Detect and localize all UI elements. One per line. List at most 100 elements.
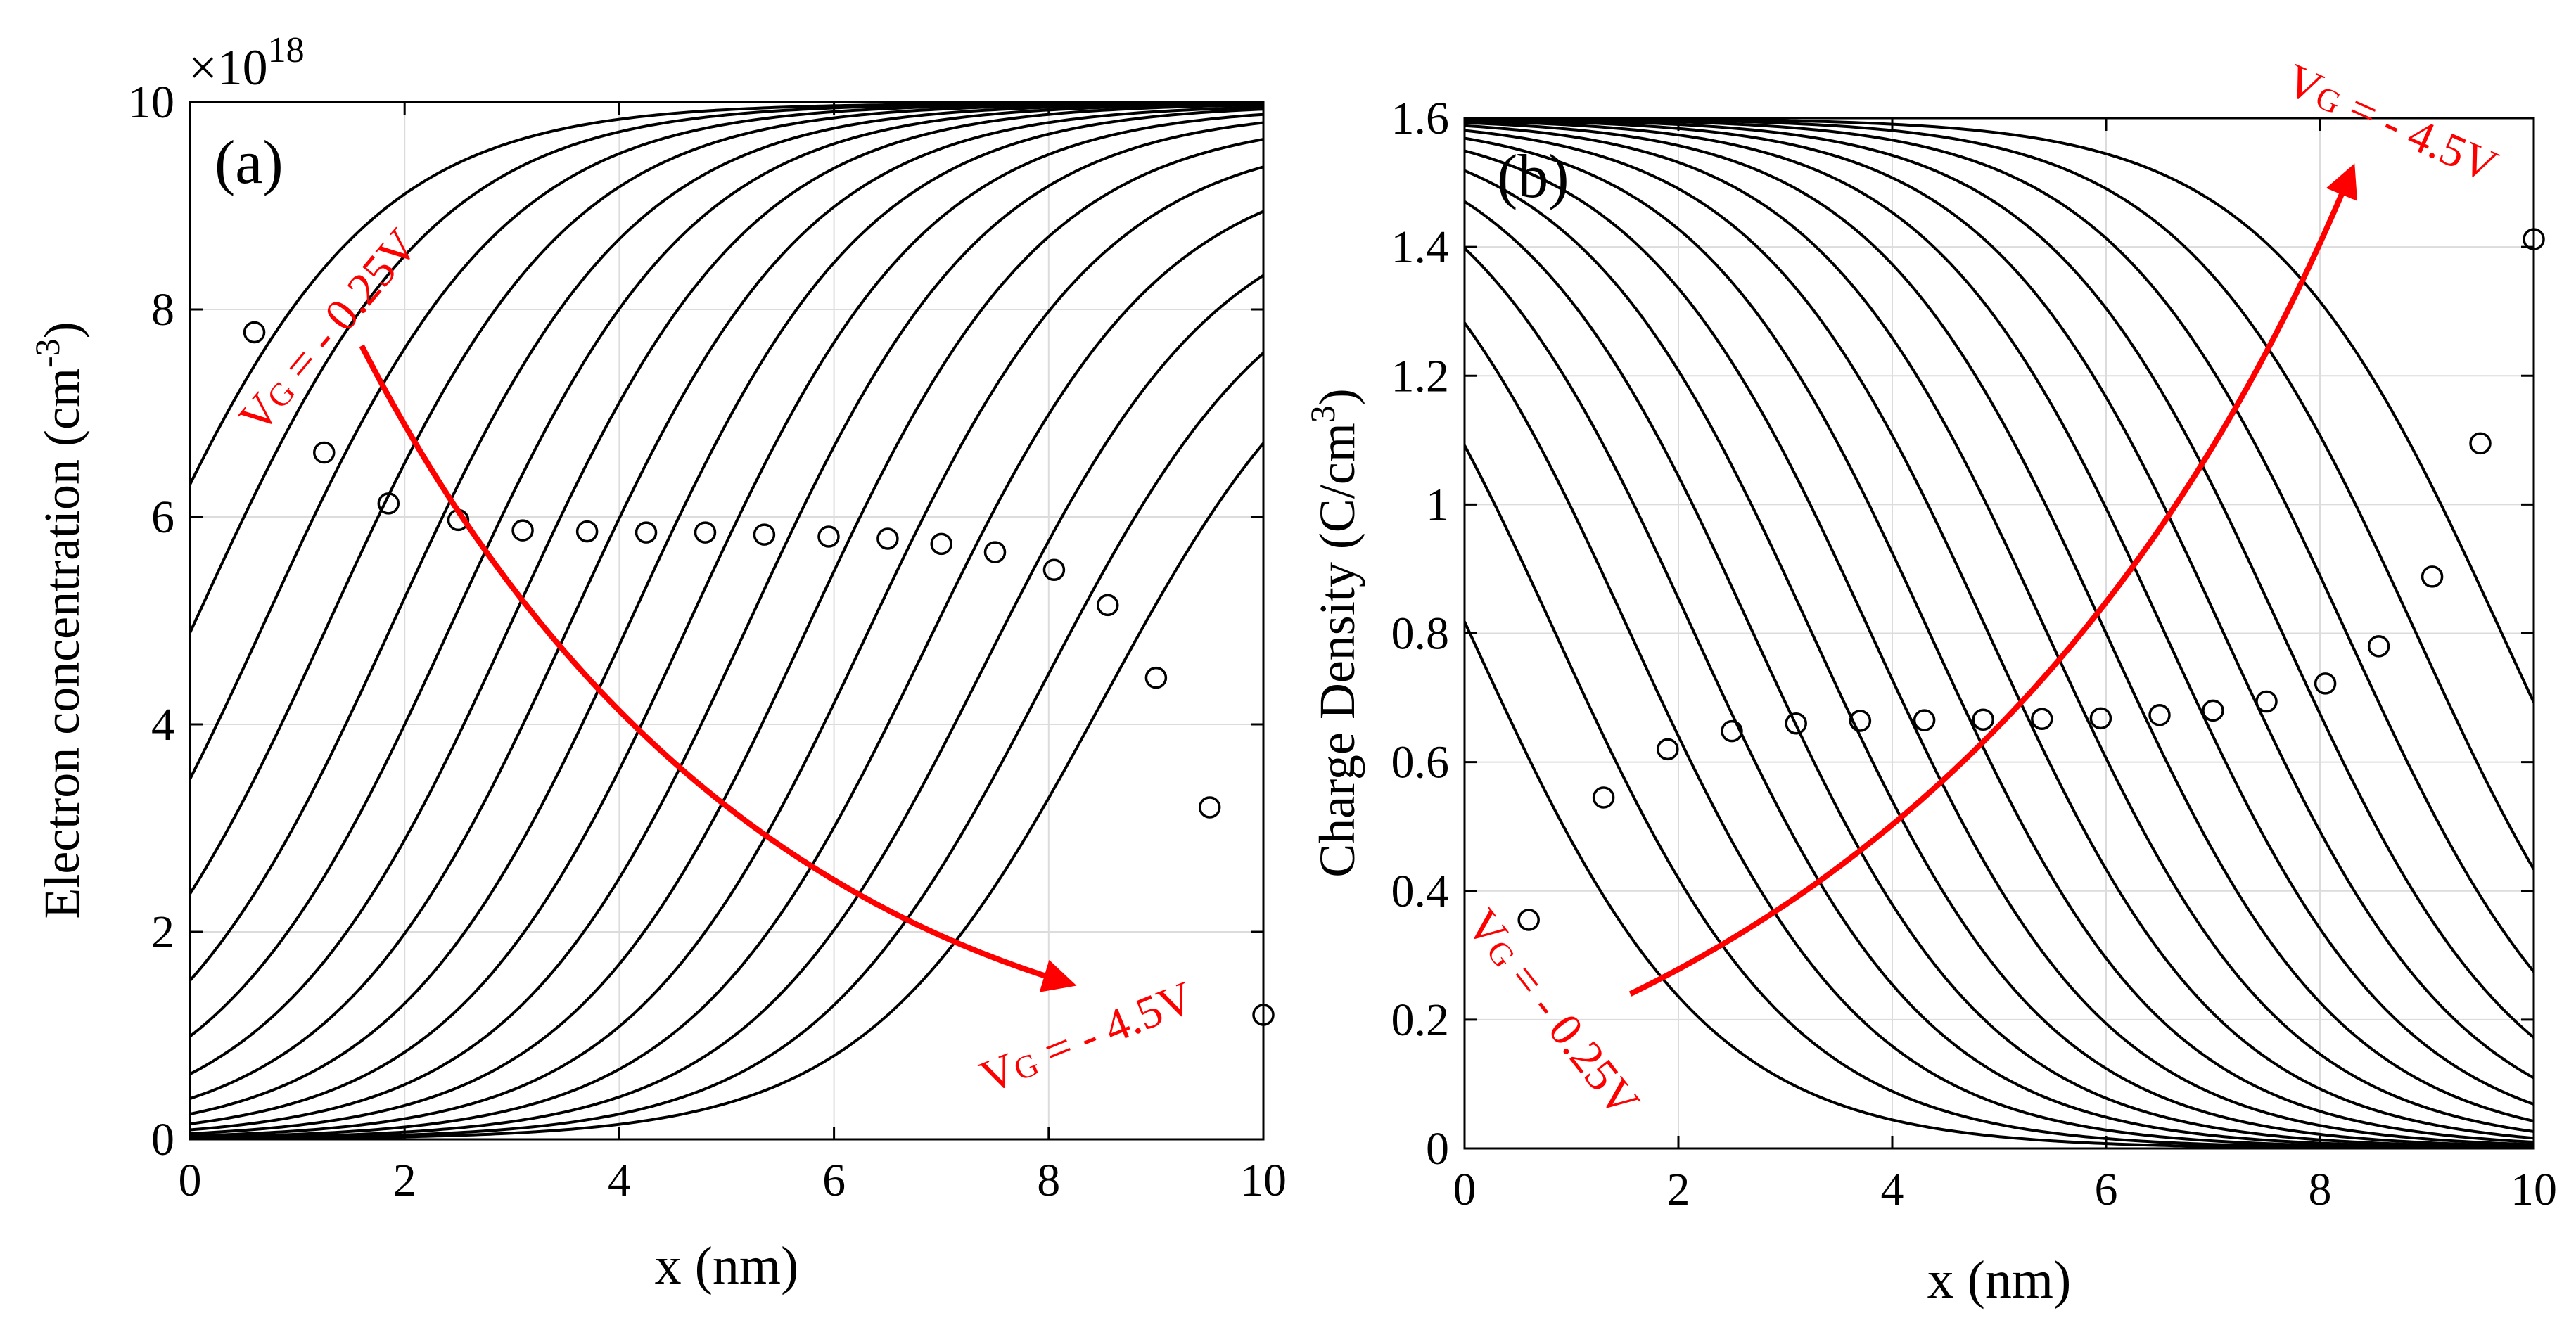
data-point-marker xyxy=(1913,709,1936,731)
y-tick-label: 0 xyxy=(1426,1123,1449,1174)
series-line-13 xyxy=(190,165,1263,1138)
series-line-14 xyxy=(190,210,1263,1139)
panel-b-arrow xyxy=(1628,163,2358,997)
series-line-2 xyxy=(1465,444,2534,1148)
panel-b-curves xyxy=(1465,118,2534,1148)
y-tick-label: 0.4 xyxy=(1391,866,1450,917)
data-point-marker xyxy=(1849,710,1872,732)
y-tick-label: 8 xyxy=(151,284,174,335)
series-line-6 xyxy=(190,103,1263,1038)
series-line-2 xyxy=(190,102,1263,634)
panel-b-ticks: 0 2 4 6 8 10 0 0.2 0.4 0.6 0.8 1 1.2 1.4 1.6 xyxy=(1391,93,2558,1215)
series-line-9 xyxy=(190,108,1263,1116)
series-line-3 xyxy=(190,102,1263,780)
data-point-marker xyxy=(511,519,534,542)
series-line-7 xyxy=(1465,149,2534,1146)
series-line-16 xyxy=(1465,118,2534,871)
y-tick-label: 0.8 xyxy=(1391,608,1450,660)
data-point-marker xyxy=(876,527,899,550)
data-point-marker xyxy=(2255,690,2278,713)
data-point-marker xyxy=(2421,565,2444,588)
data-point-marker xyxy=(1657,738,1679,761)
data-point-marker xyxy=(1785,712,1807,735)
trend-arrow xyxy=(359,344,1077,992)
panel-a-arrow xyxy=(359,344,1077,992)
data-point-marker xyxy=(377,492,400,515)
series-line-8 xyxy=(190,105,1263,1100)
panel-a-curves xyxy=(190,102,1263,1139)
x-tick-label: 0 xyxy=(1453,1164,1477,1215)
data-point-marker xyxy=(575,520,599,543)
series-line-10 xyxy=(1465,124,2534,1133)
panel-a-ylabel: Electron concentration (cm-3) xyxy=(27,321,90,918)
data-point-marker xyxy=(1517,909,1540,931)
panel-a-xlabel: x (nm) xyxy=(655,1236,799,1295)
data-point-marker xyxy=(983,541,1007,563)
data-point-marker xyxy=(243,321,266,344)
y-tick-label: 0.6 xyxy=(1391,737,1450,788)
data-point-marker xyxy=(817,525,840,548)
data-point-marker xyxy=(1042,558,1066,581)
data-point-marker xyxy=(1972,708,1994,731)
y-tick-label: 6 xyxy=(151,492,174,543)
series-line-11 xyxy=(1465,121,2534,1122)
series-line-10 xyxy=(190,113,1263,1125)
panel-a-label: (a) xyxy=(215,129,283,197)
series-line-7 xyxy=(190,103,1263,1075)
x-tick-label: 2 xyxy=(393,1155,416,1206)
data-point-marker xyxy=(2367,635,2390,658)
x-tick-label: 10 xyxy=(1240,1155,1287,1206)
y-tick-label: 1 xyxy=(1426,479,1449,530)
y-tick-label: 2 xyxy=(151,907,174,958)
series-line-12 xyxy=(190,138,1263,1135)
x-tick-label: 2 xyxy=(1667,1164,1690,1215)
y-tick-label: 0.2 xyxy=(1391,994,1450,1046)
series-line-9 xyxy=(1465,129,2534,1140)
x-tick-label: 4 xyxy=(608,1155,631,1206)
data-point-marker xyxy=(635,521,658,544)
data-point-marker xyxy=(1721,719,1743,743)
series-line-4 xyxy=(190,102,1263,895)
panel-a-annotation-vg-45: VG = - 4.5V xyxy=(973,971,1201,1103)
y-tick-label: 4 xyxy=(151,699,174,750)
panel-b-grid xyxy=(1464,117,2534,1149)
panel-b-annotation-vg-025: VG = - 0.25V xyxy=(1456,900,1650,1127)
series-line-5 xyxy=(1465,200,2534,1148)
x-tick-label: 8 xyxy=(2309,1164,2332,1215)
data-point-marker xyxy=(2148,704,2171,726)
x-tick-label: 0 xyxy=(179,1155,202,1206)
panel-a-ticks: 0 2 4 6 8 10 0 2 4 6 8 10 xyxy=(128,77,1287,1206)
panel-a-exponent: ×1018 xyxy=(189,30,305,96)
panel-a: 0 2 4 6 8 10 0 2 4 6 8 10 (a) ×1018 x (nm) Electron… xyxy=(27,30,1287,1295)
series-line-5 xyxy=(190,102,1263,982)
data-point-marker xyxy=(313,441,336,464)
data-point-marker xyxy=(2202,699,2224,722)
panel-b: 0 2 4 6 8 10 0 0.2 0.4 0.6 0.8 1 1.2 1.4 1.6 (b) x (nm… xyxy=(1303,54,2557,1310)
trend-arrow xyxy=(1628,163,2358,997)
x-tick-label: 6 xyxy=(822,1155,846,1206)
panel-b-xlabel: x (nm) xyxy=(1927,1250,2072,1310)
data-point-marker xyxy=(2031,708,2053,731)
y-tick-label: 1.4 xyxy=(1391,222,1450,273)
series-line-12 xyxy=(1465,120,2534,1106)
data-point-marker xyxy=(1096,594,1119,617)
series-line-8 xyxy=(1465,136,2534,1144)
data-point-marker xyxy=(1198,796,1221,819)
series-line-4 xyxy=(1465,247,2534,1148)
x-tick-label: 4 xyxy=(1881,1164,1904,1215)
series-line-6 xyxy=(1465,169,2534,1148)
panel-b-label: (b) xyxy=(1497,143,1569,211)
panel-a-axes-box xyxy=(189,101,1265,1141)
series-line-17 xyxy=(190,442,1263,1139)
data-point-marker xyxy=(1592,786,1615,809)
data-point-marker xyxy=(1144,666,1168,689)
data-point-marker xyxy=(2469,432,2492,455)
series-line-13 xyxy=(1465,118,2534,1080)
data-point-marker xyxy=(930,532,952,556)
data-point-marker xyxy=(694,521,717,544)
x-tick-label: 8 xyxy=(1037,1155,1060,1206)
x-tick-label: 10 xyxy=(2511,1164,2557,1215)
data-point-marker xyxy=(2314,672,2337,695)
data-point-marker xyxy=(753,523,776,546)
